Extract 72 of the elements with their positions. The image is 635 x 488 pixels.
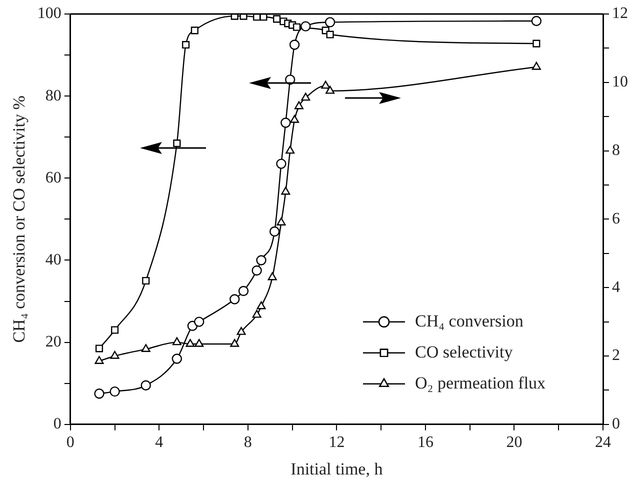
point bbox=[141, 344, 150, 352]
point bbox=[190, 26, 198, 34]
x-tick-label: 12 bbox=[328, 434, 345, 452]
point bbox=[238, 286, 249, 296]
y2-tick-label: 6 bbox=[612, 210, 620, 228]
point bbox=[173, 139, 181, 148]
point bbox=[142, 276, 150, 285]
point bbox=[140, 380, 151, 391]
legend-label: CH₄ conversion bbox=[415, 311, 524, 330]
point bbox=[294, 101, 304, 110]
point bbox=[532, 62, 541, 70]
point bbox=[326, 86, 335, 94]
x-tick-label: 16 bbox=[417, 434, 434, 452]
y-tick-label: 80 bbox=[45, 87, 62, 104]
x-tick-label: 0 bbox=[66, 434, 74, 452]
legend-label: CO selectivity bbox=[415, 342, 514, 362]
point bbox=[172, 354, 182, 364]
point bbox=[531, 16, 542, 26]
x-tick-label: 8 bbox=[244, 434, 252, 452]
point bbox=[94, 356, 104, 364]
y-tick-label: 40 bbox=[45, 251, 62, 268]
point bbox=[532, 40, 540, 48]
y2-tick-label: 8 bbox=[612, 142, 620, 160]
y2-tick-label: 0 bbox=[612, 416, 620, 433]
y2-tick-label: 12 bbox=[612, 5, 628, 22]
point bbox=[280, 118, 291, 128]
point bbox=[194, 338, 204, 347]
point bbox=[268, 272, 277, 280]
point bbox=[186, 338, 195, 347]
x-tick-label: 24 bbox=[595, 434, 611, 452]
point bbox=[281, 186, 290, 195]
point bbox=[324, 17, 336, 28]
point bbox=[321, 80, 330, 89]
point bbox=[269, 226, 280, 237]
y2-tick-label: 2 bbox=[612, 347, 620, 364]
point bbox=[292, 23, 301, 31]
point bbox=[252, 265, 262, 276]
x-tick-label: 4 bbox=[155, 434, 164, 452]
point bbox=[276, 158, 286, 169]
point bbox=[94, 388, 104, 399]
point bbox=[182, 41, 190, 49]
y-axis-title: CH₄ conversion or CO selectivity % bbox=[10, 96, 29, 343]
point bbox=[172, 337, 182, 346]
y2-tick-label: 4 bbox=[612, 278, 620, 296]
point bbox=[230, 338, 240, 347]
point bbox=[286, 146, 295, 154]
y-tick-label: 100 bbox=[37, 5, 62, 22]
point bbox=[276, 218, 286, 226]
point bbox=[300, 21, 311, 32]
point bbox=[252, 310, 262, 318]
point bbox=[110, 350, 120, 359]
point bbox=[301, 92, 310, 101]
y2-tick-label: 10 bbox=[612, 74, 628, 91]
y-tick-label: 20 bbox=[45, 334, 62, 351]
y-tick-label: 60 bbox=[45, 169, 62, 186]
x-axis-title: Initial time, h bbox=[290, 459, 384, 478]
point bbox=[290, 114, 300, 123]
point bbox=[240, 14, 248, 20]
point bbox=[110, 386, 120, 397]
y-tick-label: 0 bbox=[53, 416, 62, 433]
point bbox=[111, 326, 119, 334]
x-tick-label: 20 bbox=[506, 434, 522, 452]
point bbox=[236, 326, 246, 335]
point bbox=[256, 301, 266, 310]
point bbox=[326, 30, 334, 38]
legend-label: O₂ permeation flux bbox=[415, 373, 546, 392]
point bbox=[95, 344, 104, 352]
point bbox=[194, 316, 204, 327]
point bbox=[289, 40, 300, 50]
point bbox=[230, 294, 240, 304]
point bbox=[273, 15, 281, 23]
point bbox=[256, 255, 266, 266]
